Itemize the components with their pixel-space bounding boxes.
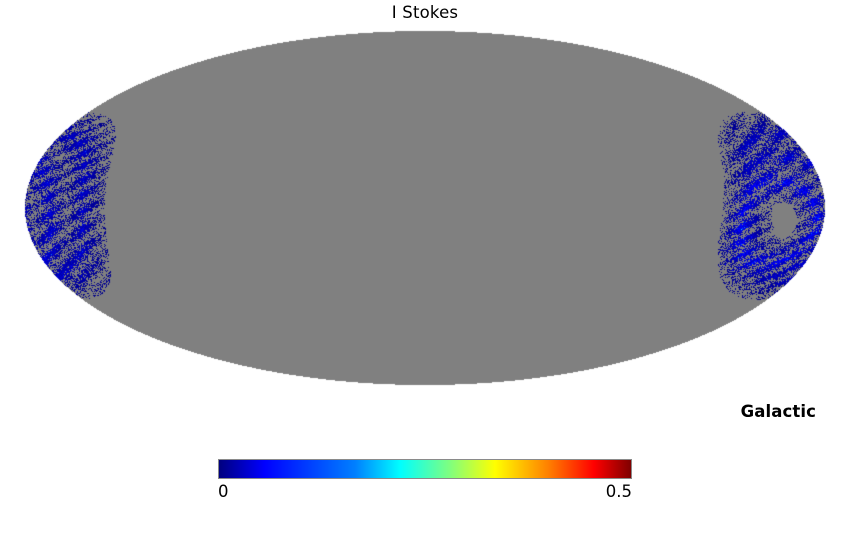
colorbar-ticks: 0 0.5: [218, 481, 632, 505]
colorbar-max-tick-label: 0.5: [605, 482, 632, 501]
colorbar-gradient[interactable]: [218, 459, 632, 479]
colorbar: 0 0.5: [218, 459, 632, 505]
sky-map-canvas[interactable]: [0, 28, 850, 388]
page-title: I Stokes: [391, 3, 459, 22]
colorbar-min-tick-label: 0: [218, 482, 229, 501]
coordinate-system-label: Galactic: [740, 402, 816, 421]
